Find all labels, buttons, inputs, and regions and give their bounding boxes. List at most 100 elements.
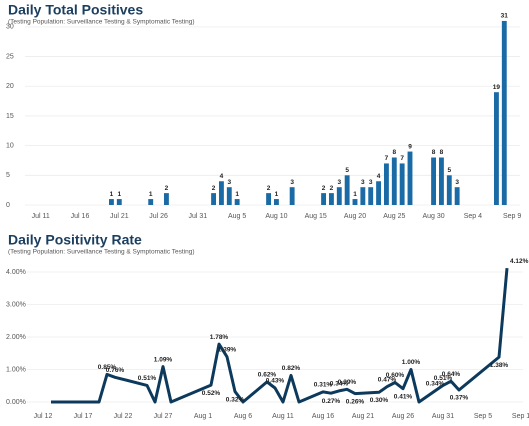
bar [431,157,437,205]
value-label: 0.60% [386,372,405,379]
bar [211,193,217,205]
y-tick-label: 25 [6,53,14,60]
bar [407,151,413,205]
x-tick-label: Aug 11 [272,413,294,420]
y-tick-label: 30 [6,24,14,31]
y-tick-label: 15 [6,113,14,120]
x-tick-label: Jul 31 [189,213,208,220]
x-tick-label: Sep 10 [512,413,529,420]
bar [493,92,499,205]
x-tick-label: Aug 15 [305,213,327,220]
x-tick-label: Aug 26 [392,413,414,420]
value-label: 7 [385,155,389,162]
value-label: 0.51% [434,375,453,382]
value-label: 1 [235,191,239,198]
value-label: 3 [369,179,373,186]
bar [289,187,295,205]
y-tick-label: 4.00% [6,269,26,276]
value-label: 2 [322,185,326,192]
chart-title: Daily Positivity Rate [8,232,142,248]
bar [108,199,114,205]
bar [148,199,154,205]
value-label: 3 [290,179,294,186]
y-tick-label: 3.00% [6,301,26,308]
y-tick-label: 2.00% [6,334,26,341]
value-label: 0.39% [338,379,357,386]
value-label: 0.34% [330,381,349,388]
value-label: 0.37% [450,395,469,402]
bar [344,175,350,205]
value-label: 0.41% [394,393,413,400]
bar [273,199,279,205]
x-tick-label: Jul 16 [71,213,90,220]
x-tick-label: Jul 12 [34,413,53,420]
value-label: 3 [361,179,365,186]
value-label: 0.62% [258,372,277,379]
x-tick-label: Sep 9 [503,213,521,220]
x-tick-label: Jul 27 [154,413,173,420]
value-label: 4 [220,173,224,180]
value-label: 1 [110,191,114,198]
value-label: 1 [275,191,279,198]
value-label: 1.38% [490,362,509,369]
bar [438,157,444,205]
y-tick-label: 5 [6,172,10,179]
bar [399,163,405,205]
value-label: 0.30% [370,397,389,404]
value-label: 8 [392,149,396,156]
value-label: 5 [345,167,349,174]
x-tick-label: Aug 6 [234,413,252,420]
chart-subtitle: (Testing Population: Surveillance Testin… [8,19,195,26]
value-label: 19 [493,84,501,91]
x-tick-label: Sep 4 [464,213,482,220]
value-label: 0.31% [314,382,333,389]
value-label: 7 [400,155,404,162]
bar [218,181,224,205]
x-tick-label: Aug 1 [194,413,212,420]
value-label: 4 [377,173,381,180]
value-label: 8 [440,149,444,156]
bar [391,157,397,205]
value-label: 1.78% [210,334,229,341]
value-label: 0.26% [346,398,365,405]
value-label: 1.00% [402,359,421,366]
bar [321,193,327,205]
bar [116,199,122,205]
bar [163,193,169,205]
value-label: 5 [447,167,451,174]
value-label: 0.32% [226,396,245,403]
value-label: 9 [408,143,412,150]
bar [501,20,507,205]
y-tick-label: 10 [6,142,14,149]
x-tick-label: Aug 25 [383,213,405,220]
bar [454,187,460,205]
value-label: 0.34% [426,381,445,388]
value-label: 0.64% [442,371,461,378]
value-label: 0.85% [98,364,117,371]
x-tick-label: Aug 16 [312,413,334,420]
value-label: 3 [455,179,459,186]
chart-title: Daily Total Positives [8,2,143,18]
value-label: 0.43% [266,378,285,385]
x-tick-label: Jul 11 [32,213,50,220]
chart-subtitle: (Testing Population: Surveillance Testin… [8,249,195,256]
x-tick-label: Aug 10 [265,213,287,220]
value-label: 3 [337,179,341,186]
bar [376,181,382,205]
y-tick-label: 20 [6,83,14,90]
value-label: 31 [501,13,509,20]
value-label: 2 [212,185,216,192]
x-tick-label: Aug 20 [344,213,366,220]
bar [360,187,366,205]
value-label: 0.76% [106,367,125,374]
y-tick-label: 1.00% [6,366,26,373]
y-tick-label: 0.00% [6,399,26,406]
x-tick-label: Jul 26 [149,213,168,220]
value-label: 0.27% [322,398,341,405]
x-tick-label: Sep 5 [474,413,492,420]
bar [368,187,374,205]
x-tick-label: Aug 30 [422,213,444,220]
value-label: 1.09% [154,356,173,363]
x-tick-label: Jul 22 [114,413,133,420]
